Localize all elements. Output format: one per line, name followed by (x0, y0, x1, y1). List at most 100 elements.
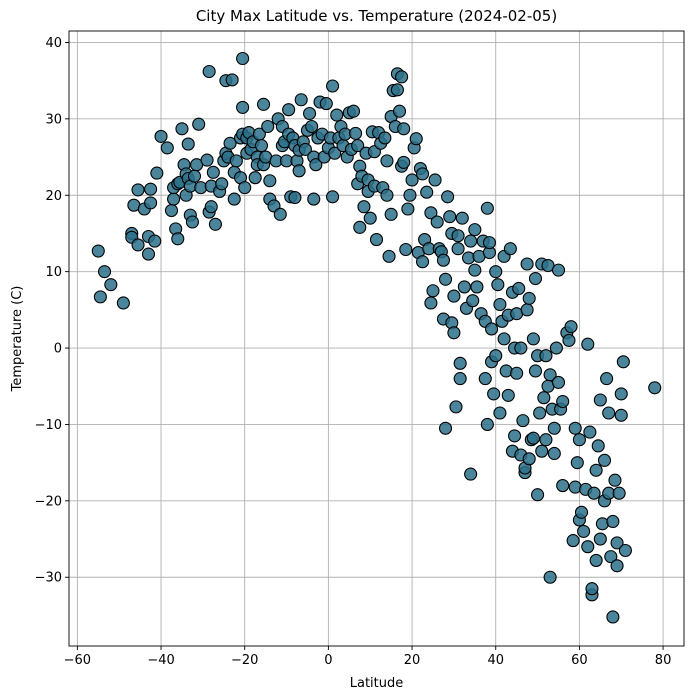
data-point (382, 249, 396, 263)
data-point (528, 271, 543, 286)
data-point (600, 372, 614, 386)
data-point (610, 559, 624, 573)
data-point (292, 164, 306, 178)
data-point (294, 93, 308, 107)
data-point (91, 244, 105, 258)
data-point (606, 610, 620, 624)
data-point (614, 408, 628, 422)
data-point (493, 297, 507, 312)
y-axis-title: Temperature (C) (10, 286, 25, 393)
data-point (215, 177, 229, 191)
data-point (608, 473, 622, 487)
data-points (91, 51, 662, 624)
data-point (98, 265, 112, 279)
data-point (305, 119, 319, 134)
data-point (614, 387, 628, 401)
data-point (482, 236, 497, 250)
data-point (570, 456, 584, 470)
data-point (436, 253, 450, 267)
data-point (428, 173, 442, 187)
data-point (604, 550, 618, 564)
x-tick-label: −60 (64, 653, 91, 668)
data-point (556, 394, 570, 409)
data-point (369, 233, 384, 247)
y-tick-label: −10 (35, 418, 62, 433)
data-point (225, 73, 239, 87)
data-point (531, 488, 545, 502)
data-point (602, 406, 616, 420)
data-point (397, 155, 411, 169)
data-point (449, 400, 463, 414)
x-tick-label: −40 (147, 653, 174, 668)
data-point (409, 132, 423, 146)
y-tick-label: 10 (45, 265, 62, 280)
data-point (384, 207, 398, 221)
data-point (200, 153, 214, 167)
x-tick-label: 60 (571, 653, 588, 668)
data-point (616, 355, 630, 369)
data-point (457, 280, 471, 294)
data-point (223, 136, 237, 150)
data-point (470, 280, 484, 294)
data-point (451, 242, 465, 256)
chart-title: City Max Latitude vs. Temperature (2024-… (196, 7, 557, 25)
data-point (547, 446, 561, 461)
data-point (480, 417, 494, 431)
y-tick-label: −20 (35, 494, 62, 509)
data-point (330, 108, 344, 122)
data-point (238, 181, 252, 195)
data-point (451, 229, 465, 243)
data-point (282, 103, 296, 117)
data-point (497, 332, 511, 346)
data-point (583, 425, 597, 439)
data-point (206, 165, 220, 179)
data-point (501, 388, 515, 402)
data-point (144, 182, 158, 196)
y-tick-label: 40 (45, 36, 62, 51)
data-point (390, 83, 404, 97)
data-point (181, 137, 195, 151)
data-point (426, 284, 440, 298)
data-point (415, 167, 430, 181)
data-point (577, 524, 591, 538)
data-point (612, 486, 626, 500)
data-point (562, 333, 576, 347)
data-point (378, 131, 392, 145)
data-point (535, 444, 549, 458)
data-point (543, 368, 557, 382)
data-point (392, 104, 407, 118)
data-point (508, 429, 522, 443)
data-point (154, 129, 168, 143)
data-point (487, 387, 501, 401)
data-point (229, 154, 243, 168)
data-point (464, 467, 478, 481)
y-tick-label: 30 (45, 112, 62, 127)
data-point (430, 215, 444, 229)
data-point (349, 126, 363, 140)
data-point (167, 192, 181, 206)
data-point (397, 122, 411, 136)
data-point (420, 185, 434, 199)
x-axis-title: Latitude (350, 676, 404, 691)
data-point (581, 540, 595, 554)
data-point (346, 104, 361, 118)
data-point (464, 234, 478, 248)
data-point (514, 341, 528, 355)
data-point (572, 433, 586, 447)
data-point (618, 543, 632, 558)
data-point (395, 70, 409, 84)
data-point (171, 232, 185, 246)
x-tick-label: 0 (324, 653, 332, 668)
data-point (424, 296, 438, 310)
data-point (610, 536, 624, 550)
data-point (438, 421, 453, 435)
data-point (141, 247, 156, 261)
y-tick-label: 20 (45, 189, 62, 204)
data-point (478, 372, 492, 386)
data-point (438, 272, 453, 286)
data-point (328, 146, 342, 160)
data-point (493, 406, 507, 420)
data-point (551, 375, 566, 389)
data-point (160, 141, 174, 155)
data-point (581, 337, 595, 351)
